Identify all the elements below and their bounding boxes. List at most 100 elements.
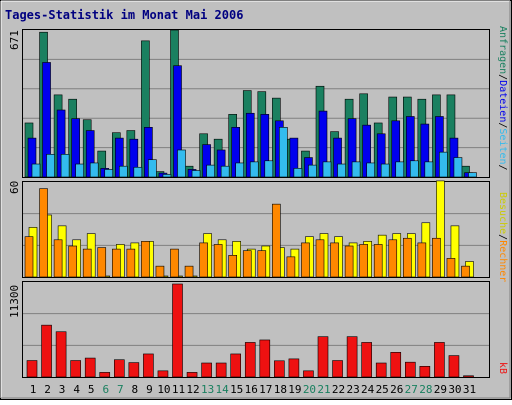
x-tick-label-day-28: 28 — [419, 383, 432, 396]
legend-middle: Besuche/Rechner — [497, 192, 508, 282]
bar-rechner-day-31 — [461, 265, 470, 278]
bar-rechner-day-9 — [141, 241, 150, 278]
bar-rechner-day-6 — [97, 247, 107, 278]
x-tick-label-day-6: 6 — [102, 383, 109, 396]
bar-seiten-day-23 — [351, 161, 361, 178]
x-tick-label-day-27: 27 — [405, 383, 418, 396]
bar-rechner-day-23 — [344, 245, 354, 278]
bar-rechner-day-8 — [126, 248, 136, 278]
bar-seiten-day-11 — [177, 149, 186, 178]
legend-item-rechner: Rechner — [497, 240, 508, 282]
bar-rechner-day-26 — [388, 239, 398, 278]
x-tick-label-day-11: 11 — [172, 383, 185, 396]
chart-title: Tages-Statistik im Monat Mai 2006 — [5, 8, 243, 22]
legend-top: Anfragen/Dateien/Seiten/ — [497, 26, 508, 171]
bar-kb-day-14 — [215, 362, 227, 378]
bar-kb-day-4 — [70, 360, 81, 378]
x-tick-label-day-31: 31 — [463, 383, 476, 396]
x-tick-label-day-29: 29 — [434, 383, 447, 396]
bar-rechner-day-3 — [53, 239, 63, 278]
bar-rechner-day-29 — [432, 237, 441, 278]
legend-separator: / — [497, 122, 508, 128]
legend-item-besuche: Besuche — [497, 192, 508, 234]
bar-seiten-day-17 — [264, 160, 274, 178]
legend-item-seiten: Seiten — [497, 128, 508, 164]
x-tick-label-day-13: 13 — [201, 383, 214, 396]
bar-rechner-day-24 — [359, 244, 368, 278]
bar-rechner-day-16 — [242, 250, 252, 278]
bar-rechner-day-14 — [213, 244, 223, 278]
bar-seiten-day-16 — [249, 161, 259, 178]
legend-separator: / — [497, 165, 508, 171]
bar-seiten-day-31 — [468, 172, 477, 178]
x-axis-labels: 1 2 3 4 5 6 7 8 9 10 11 12 13 14 15 16 17 18 19 20 21 22 23 24 2… — [30, 383, 476, 396]
bar-kb-day-6 — [99, 372, 111, 378]
legend-separator: / — [497, 74, 508, 80]
x-tick-label-day-24: 24 — [361, 383, 375, 396]
bar-seiten-day-12 — [191, 170, 201, 178]
x-tick-label-day-23: 23 — [346, 383, 359, 396]
bar-kb-day-16 — [244, 342, 256, 378]
bar-kb-day-30 — [448, 355, 460, 378]
x-tick-label-day-15: 15 — [230, 383, 243, 396]
bar-kb-day-26 — [390, 352, 402, 378]
x-tick-label-day-26: 26 — [390, 383, 403, 396]
bar-rechner-day-19 — [286, 256, 296, 278]
bar-rechner-day-18 — [272, 203, 281, 278]
bar-kb-day-10 — [157, 370, 169, 378]
x-tick-label-day-3: 3 — [59, 383, 66, 396]
bar-rechner-day-30 — [446, 258, 456, 278]
bar-seiten-day-2 — [46, 154, 55, 178]
x-tick-label-day-18: 18 — [274, 383, 287, 396]
x-tick-label-day-9: 9 — [146, 383, 153, 396]
bar-kb-day-23 — [346, 336, 358, 378]
bar-kb-day-28 — [419, 366, 431, 378]
bar-seiten-day-18 — [279, 126, 288, 178]
panel-middle-frame — [22, 181, 490, 278]
bar-seiten-day-25 — [380, 163, 390, 178]
bar-seiten-day-27 — [409, 160, 419, 178]
bar-kb-day-7 — [114, 359, 125, 378]
bar-kb-day-18 — [274, 360, 285, 378]
x-tick-label-day-8: 8 — [132, 383, 139, 396]
bar-kb-day-22 — [332, 360, 343, 378]
bar-kb-day-19 — [288, 358, 300, 378]
bar-kb-day-15 — [230, 353, 241, 378]
bar-kb-day-27 — [404, 361, 416, 378]
bar-seiten-day-7 — [119, 165, 128, 178]
x-tick-label-day-4: 4 — [73, 383, 80, 396]
bar-seiten-day-24 — [366, 162, 375, 178]
bar-seiten-day-20 — [308, 164, 317, 178]
bar-seiten-day-1 — [31, 163, 41, 178]
bar-seiten-day-14 — [220, 165, 230, 178]
x-tick-label-day-10: 10 — [157, 383, 170, 396]
bar-seiten-day-15 — [235, 162, 244, 178]
x-tick-label-day-2: 2 — [44, 383, 51, 396]
bar-kb-day-8 — [128, 362, 140, 378]
bar-rechner-day-1 — [24, 236, 34, 278]
bar-rechner-day-10 — [155, 265, 165, 278]
x-tick-label-day-30: 30 — [448, 383, 461, 396]
bar-rechner-day-15 — [228, 255, 237, 278]
x-tick-label-day-25: 25 — [376, 383, 389, 396]
bar-seiten-day-4 — [75, 163, 84, 178]
bar-seiten-day-3 — [60, 154, 70, 178]
bar-kb-day-25 — [375, 362, 387, 378]
x-tick-label-day-7: 7 — [117, 383, 124, 396]
bar-seiten-day-30 — [453, 157, 463, 178]
legend-separator: / — [497, 234, 508, 240]
bar-seiten-day-6 — [104, 169, 114, 178]
bar-seiten-day-19 — [293, 168, 303, 178]
bar-seiten-day-10 — [162, 174, 172, 178]
bar-kb-day-3 — [55, 331, 67, 378]
bar-kb-day-31 — [463, 375, 474, 378]
x-tick-label-day-14: 14 — [216, 383, 230, 396]
middle-ytick-label: 60 — [8, 181, 21, 194]
bar-kb-day-13 — [201, 362, 212, 378]
bar-seiten-day-22 — [337, 163, 346, 178]
panel-top-frame — [22, 29, 490, 178]
bar-rechner-day-12 — [184, 265, 194, 278]
x-tick-label-day-17: 17 — [259, 383, 272, 396]
